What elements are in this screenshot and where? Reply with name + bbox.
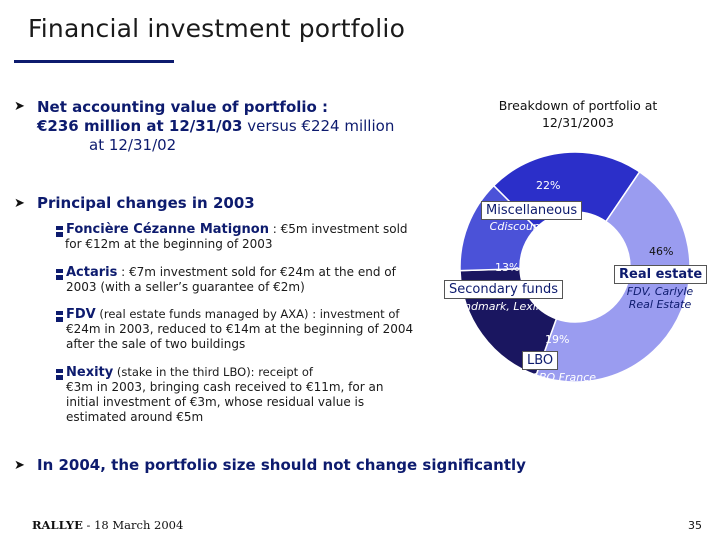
pct-label-real-estate: 46%: [649, 245, 674, 258]
slice-sub-line: FDV, Carlyle: [626, 285, 694, 298]
sub-item-lead: Foncière Cézanne Matignon: [66, 222, 269, 237]
chart-title-line: 12/31/2003: [541, 115, 615, 130]
sub-item-lead: FDV: [66, 307, 96, 322]
slice-label-secondary-funds: Secondary funds: [444, 280, 564, 299]
pct-label-secondary-funds: 13%: [495, 261, 520, 274]
arrow-bullet-icon: ➤: [14, 99, 25, 114]
sub-item-text: (stake in the third LBO): receipt of: [113, 365, 313, 379]
square-bullet-icon: [56, 226, 63, 237]
footer-brand-date: RALLYE - 18 March 2004: [32, 518, 183, 532]
arrow-bullet-icon: ➤: [14, 458, 25, 473]
sub-item-text: : €7m investment sold for €24m at the en…: [117, 265, 396, 279]
sub-item-cont: €3m in 2003, bringing cash received to €…: [66, 380, 384, 394]
slice-sub-lbo: PAI, LBO France…: [508, 371, 608, 384]
net-value-line3: at 12/31/02: [89, 136, 177, 154]
slice-sub-real-estate: FDV, Carlyle Real Estate: [610, 285, 710, 311]
slide-title: Financial investment portfolio: [28, 14, 406, 43]
sub-item-text: : €5m investment sold: [268, 222, 408, 236]
sub-item-actaris: Actaris : €7m investment sold for €24m a…: [66, 265, 446, 295]
slice-sub-secondary-funds: Landmark, Lexington…: [451, 300, 579, 313]
sub-item-nexity: Nexity (stake in the third LBO): receipt…: [66, 365, 446, 425]
footer-brand: RALLYE: [32, 518, 83, 532]
slice-label-miscellaneous: Miscellaneous: [481, 201, 583, 220]
sub-item-cont: €24m in 2003, reduced to €14m at the beg…: [66, 322, 414, 336]
title-underline: [14, 60, 174, 63]
net-value-amount: €236 million at 12/31/03: [37, 117, 243, 135]
page-number: 35: [688, 519, 702, 532]
slice-label-real-estate: Real estate: [614, 265, 708, 284]
footer-date: - 18 March 2004: [82, 518, 184, 532]
square-bullet-icon: [56, 311, 63, 322]
sub-item-text: (real estate funds managed by AXA) : inv…: [95, 307, 400, 321]
sub-item-cont: 2003 (with a seller’s guarantee of €2m): [66, 280, 305, 294]
net-value-bullet: Net accounting value of portfolio : €236…: [37, 98, 447, 155]
pct-label-lbo: 19%: [545, 333, 570, 346]
sub-item-cont: initial investment of €3m, whose residua…: [66, 395, 365, 409]
square-bullet-icon: [56, 269, 63, 280]
slice-sub-line: Real Estate: [628, 298, 692, 311]
sub-item-cont: after the sale of two buildings: [66, 337, 246, 351]
sub-item-lead: Actaris: [66, 265, 118, 280]
sub-item-fonciere: Foncière Cézanne Matignon : €5m investme…: [65, 222, 446, 252]
slice-label-lbo: LBO: [522, 351, 559, 370]
sub-item-fdv: FDV (real estate funds managed by AXA) :…: [66, 307, 446, 352]
sub-item-cont: estimated around €5m: [66, 410, 204, 424]
outlook-bullet: In 2004, the portfolio size should not c…: [37, 456, 526, 474]
sub-item-cont: for €12m at the beginning of 2003: [65, 237, 273, 251]
sub-item-lead: Nexity: [66, 365, 114, 380]
net-value-compare: versus €224 million: [242, 117, 395, 135]
net-value-line1: Net accounting value of portfolio :: [37, 98, 329, 116]
square-bullet-icon: [56, 369, 63, 380]
chart-title-line: Breakdown of portfolio at: [498, 98, 658, 113]
slice-sub-miscellaneous: Cdiscount, LoneStar: [489, 220, 601, 233]
chart-title: Breakdown of portfolio at 12/31/2003: [478, 97, 678, 131]
arrow-bullet-icon: ➤: [14, 196, 25, 211]
changes-heading: Principal changes in 2003: [37, 194, 255, 212]
pct-label-miscellaneous: 22%: [536, 179, 561, 192]
